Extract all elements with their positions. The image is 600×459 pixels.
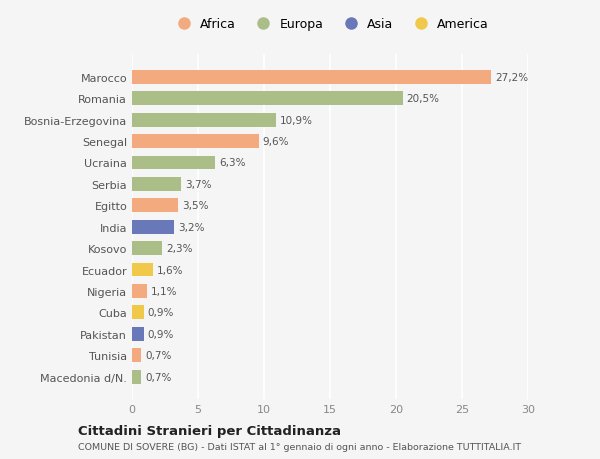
Text: 0,9%: 0,9% [148,329,174,339]
Text: 27,2%: 27,2% [495,73,528,83]
Bar [132,263,153,277]
Text: 9,6%: 9,6% [263,137,289,147]
Text: COMUNE DI SOVERE (BG) - Dati ISTAT al 1° gennaio di ogni anno - Elaborazione TUT: COMUNE DI SOVERE (BG) - Dati ISTAT al 1°… [78,442,521,451]
Legend: Africa, Europa, Asia, America: Africa, Europa, Asia, America [166,13,494,36]
Bar [132,220,174,234]
Text: 0,9%: 0,9% [148,308,174,318]
Text: 0,7%: 0,7% [145,372,172,382]
Bar [132,348,141,362]
Bar [132,327,144,341]
Text: 20,5%: 20,5% [407,94,440,104]
Bar [132,92,403,106]
Text: 10,9%: 10,9% [280,115,313,125]
Text: 2,3%: 2,3% [166,244,193,253]
Bar [132,199,178,213]
Bar [132,135,259,149]
Bar [132,284,146,298]
Bar [132,113,276,127]
Text: 0,7%: 0,7% [145,350,172,360]
Text: 1,6%: 1,6% [157,265,184,275]
Bar [132,156,215,170]
Bar [132,71,491,84]
Text: 3,5%: 3,5% [182,201,209,211]
Text: Cittadini Stranieri per Cittadinanza: Cittadini Stranieri per Cittadinanza [78,424,341,437]
Text: 3,7%: 3,7% [185,179,211,190]
Bar [132,241,163,256]
Text: 6,3%: 6,3% [219,158,245,168]
Bar [132,370,141,384]
Text: 1,1%: 1,1% [151,286,177,296]
Text: 3,2%: 3,2% [178,222,205,232]
Bar [132,178,181,191]
Bar [132,306,144,319]
